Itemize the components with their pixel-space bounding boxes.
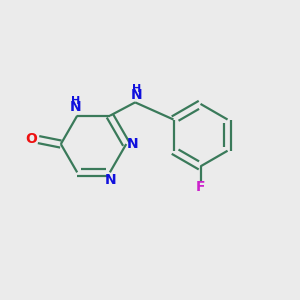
Text: N: N	[131, 88, 142, 102]
Text: N: N	[127, 137, 139, 151]
Text: N: N	[70, 100, 82, 114]
Text: H: H	[132, 84, 141, 94]
Text: N: N	[105, 173, 117, 187]
Text: H: H	[71, 97, 80, 106]
Text: O: O	[25, 132, 37, 146]
Text: F: F	[196, 180, 205, 194]
